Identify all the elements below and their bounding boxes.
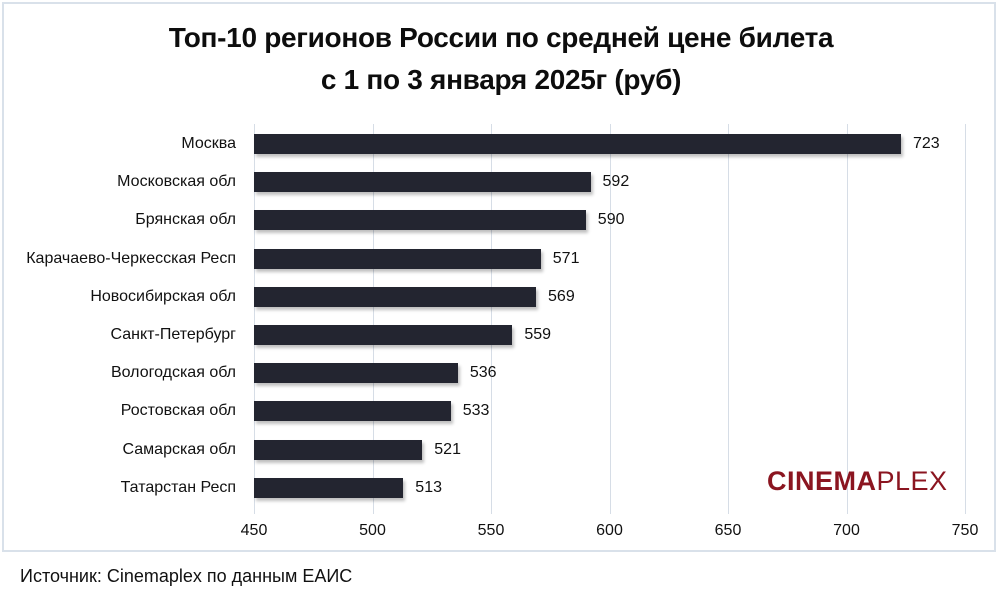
chart-title-line1: Топ-10 регионов России по средней цене б…	[168, 22, 834, 53]
gridline	[491, 124, 492, 514]
category-label: Вологодская обл	[110, 364, 236, 382]
bar	[254, 134, 901, 154]
x-tick-label: 450	[240, 522, 268, 539]
bar-value-label: 536	[469, 364, 497, 382]
logo-light-part: PLEX	[876, 466, 948, 496]
logo-bold-part: CINEMA	[767, 466, 877, 496]
bar-value-label: 569	[548, 287, 575, 305]
chart-title-line2: с 1 по 3 января 2025г (руб)	[320, 64, 682, 95]
gridline	[254, 124, 255, 514]
x-tick-label: 600	[596, 522, 623, 539]
gridline	[372, 124, 374, 514]
bar	[254, 363, 458, 384]
bar-value-label: 571	[552, 249, 580, 267]
bar	[254, 401, 451, 422]
category-label: Новосибирская обл	[90, 287, 236, 305]
cinemaplex-logo: CINEMAPLEX	[767, 466, 948, 497]
plot-area: 723 592 590 571 569 559 536 533 521 513	[254, 124, 966, 514]
bar	[254, 439, 423, 460]
bar	[254, 477, 404, 498]
bar-value-label: 723	[913, 135, 940, 152]
x-tick-label: 550	[477, 522, 505, 539]
category-label: Московская обл	[117, 173, 236, 191]
x-tick-label: 750	[951, 522, 979, 539]
category-label: Брянская обл	[135, 211, 236, 229]
x-tick-label: 500	[359, 522, 386, 539]
bar	[254, 172, 591, 193]
gridline	[965, 124, 966, 514]
category-label: Карачаево-Черкесская Респ	[26, 249, 236, 267]
category-label: Татарстан Респ	[120, 478, 236, 496]
bar-value-label: 592	[602, 173, 630, 191]
category-label: Ростовская обл	[120, 402, 236, 420]
bar	[254, 248, 541, 269]
bar-value-label: 513	[415, 478, 442, 496]
gridline	[846, 124, 848, 514]
bar	[254, 325, 513, 345]
chart-frame	[2, 2, 996, 552]
x-tick-label: 700	[833, 522, 860, 539]
bar	[254, 210, 586, 231]
bar-value-label: 590	[597, 211, 625, 229]
gridline	[609, 124, 611, 514]
gridline	[728, 124, 729, 514]
bar-value-label: 533	[462, 402, 490, 420]
bar	[254, 286, 537, 307]
category-label: Санкт-Петербург	[110, 326, 236, 343]
category-label: Москва	[181, 135, 236, 152]
bar-value-label: 559	[524, 326, 552, 343]
category-label: Самарская обл	[122, 440, 236, 458]
x-tick-label: 650	[714, 522, 742, 539]
bar-value-label: 521	[434, 440, 461, 458]
source-note: Источник: Cinemaplex по данным ЕАИС	[20, 566, 353, 586]
